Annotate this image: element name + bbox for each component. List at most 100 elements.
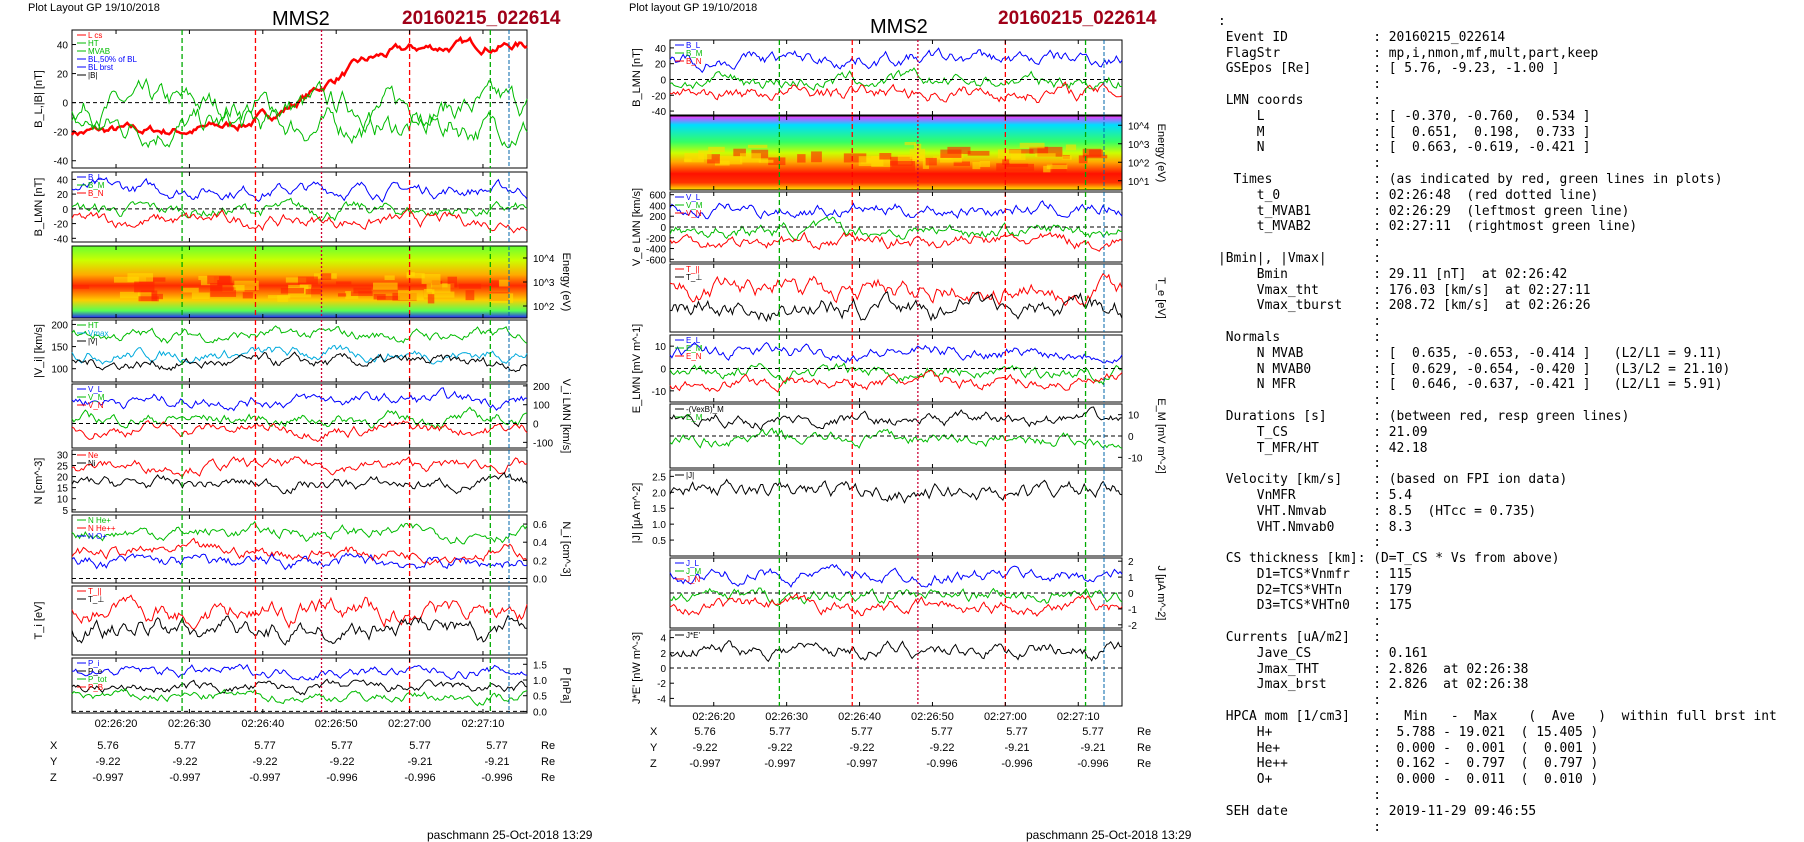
left-series-line — [71, 344, 528, 365]
right-series-line — [669, 640, 1123, 663]
left-y-tick-label: 100 — [533, 401, 550, 412]
right-spectrogram-texture — [1019, 142, 1045, 149]
info-line: Times : (as indicated by red, green line… — [1218, 171, 1723, 187]
position-value: -0.996 — [481, 772, 513, 784]
position-value: -9.22 — [172, 756, 198, 768]
position-value: 5.77 — [931, 726, 953, 738]
position-unit: Re — [541, 756, 556, 768]
info-line: Jmax_THT : 2.826 at 02:26:38 — [1218, 661, 1529, 677]
left-legend-entry: V_M — [88, 393, 105, 402]
right-panel-1: 10^4 10^3 10^2 10^1 Energy (eV) — [669, 115, 1167, 191]
right-spectrogram-texture — [740, 153, 761, 163]
right-legend-entry: V_M — [686, 201, 703, 210]
left-legend-entry: B_M — [88, 181, 105, 190]
left-series-line — [71, 325, 528, 344]
info-line: Vmax_tburst : 208.72 [km/s] at 02:26:26 — [1218, 298, 1591, 314]
left-y-tick-label: -40 — [54, 157, 69, 168]
right-y-tick-label: -200 — [646, 234, 666, 245]
right-spectrogram-texture — [1037, 146, 1063, 157]
right-panel-7: 2 1 0 -1 -2 J [μA m^-2] J_LJ_MJ_N — [669, 557, 1167, 632]
position-value: -9.21 — [1004, 742, 1030, 754]
right-series-line — [669, 341, 1123, 364]
left-y-axis-label: T_i [eV] — [33, 602, 45, 640]
right-spectrogram-texture — [733, 148, 746, 157]
left-legend-entry: T_|| — [88, 587, 102, 596]
left-spectrogram-texture — [406, 273, 425, 279]
left-spectrogram-texture — [113, 276, 139, 283]
left-spectrogram-texture — [373, 282, 398, 290]
right-panel-frame — [669, 39, 1123, 116]
right-series-line — [669, 291, 1123, 323]
left-panel-2: 10^4 10^3 10^2 Energy (eV) — [71, 245, 572, 319]
left-x-tick-label: 02:26:50 — [315, 718, 358, 730]
left-y-tick-label: 15 — [57, 484, 69, 495]
info-line: : — [1218, 535, 1381, 551]
left-y-tick-label: -40 — [54, 234, 69, 245]
right-series-line — [669, 406, 1123, 431]
position-value: 5.77 — [254, 740, 276, 752]
left-panel-frame — [71, 319, 528, 383]
right-y-tick-label: 0 — [1128, 432, 1134, 443]
left-y-tick-label: 0.4 — [533, 538, 547, 549]
left-y-axis-label: V_i LMN [km/s] — [560, 379, 572, 454]
right-y-axis-label: V_e LMN [km/s] — [631, 188, 643, 266]
left-y-axis-label: N [cm^-3] — [33, 458, 45, 505]
right-spectrogram-texture — [1082, 148, 1102, 158]
info-line: Vmax_tht : 176.03 [km/s] at 02:27:11 — [1218, 282, 1591, 298]
right-spectrogram-texture — [843, 153, 867, 163]
right-y-tick-label: 0 — [660, 664, 666, 675]
info-line: Durations [s] : (between red, resp green… — [1218, 408, 1630, 424]
info-line: Bmin : 29.11 [nT] at 02:26:42 — [1218, 266, 1568, 282]
right-spectrogram-texture — [997, 149, 1022, 159]
position-value: -0.997 — [846, 758, 878, 770]
right-series-line — [669, 216, 1123, 242]
left-x-tick-label: 02:26:40 — [241, 718, 284, 730]
left-event-title: 20160215_022614 — [402, 8, 561, 29]
left-series-line — [70, 35, 528, 137]
position-value: -9.21 — [1080, 742, 1106, 754]
right-layout-label: Plot layout GP 19/10/2018 — [629, 2, 758, 14]
position-value: -9.22 — [329, 756, 355, 768]
left-series-line — [71, 207, 528, 234]
left-y-tick-label: 10 — [57, 495, 69, 506]
right-legend-entry: J*E' — [686, 631, 700, 640]
left-panel-frame — [71, 585, 528, 656]
right-series-line — [669, 47, 1123, 74]
position-value: 5.77 — [486, 740, 508, 752]
info-line: Jmax_brst : 2.826 at 02:26:38 — [1218, 677, 1529, 693]
left-series-line — [71, 387, 528, 412]
left-series-line — [71, 176, 528, 203]
left-legend-entry: |B| — [88, 71, 98, 80]
left-panel-4: 200 100 0 -100 V_i LMN [km/s] V_LV_MV_N — [71, 379, 572, 454]
info-line: t_MVAB2 : 02:27:11 (rightmost green line… — [1218, 219, 1638, 235]
left-spectrogram-texture — [299, 284, 312, 288]
position-value: -0.997 — [249, 772, 281, 784]
right-spectrogram-texture — [1002, 159, 1010, 165]
right-legend-entry: E_N — [686, 352, 702, 361]
position-value: -9.22 — [929, 742, 955, 754]
left-legend-entry: |V| — [88, 337, 98, 346]
right-legend-entry: T_⊥ — [686, 273, 702, 282]
right-panel-4: 10 0 -10 E_LMN [mV m^-1] E_LE_ME_N — [631, 324, 1123, 413]
left-panel-7: T_i [eV] T_||T_⊥ — [33, 585, 528, 656]
right-panel-3: T_e [eV] T_||T_⊥ — [669, 263, 1167, 333]
left-legend-entry: V_N — [88, 401, 104, 410]
right-spectrogram-texture — [858, 156, 884, 167]
right-spectrogram-texture — [913, 143, 922, 150]
right-spectrogram-texture — [1062, 155, 1072, 160]
left-spectrogram-texture — [138, 296, 159, 302]
right-legend-entry: J_M — [686, 567, 701, 576]
right-y-tick-label: -4 — [657, 694, 666, 705]
right-panel-frame — [669, 115, 1123, 191]
left-spectrogram-texture — [373, 293, 386, 300]
left-series-line — [71, 594, 528, 631]
right-x-tick-label: 02:26:40 — [838, 711, 881, 723]
right-spectrogram-texture — [1083, 154, 1108, 159]
right-spectrogram-texture — [768, 157, 786, 166]
info-line: SEH date : 2019-11-29 09:46:55 — [1218, 803, 1537, 819]
info-line: T_MFR/HT : 42.18 — [1218, 440, 1428, 456]
right-legend-entry: E_M — [686, 413, 703, 422]
position-unit: Re — [1137, 742, 1152, 754]
